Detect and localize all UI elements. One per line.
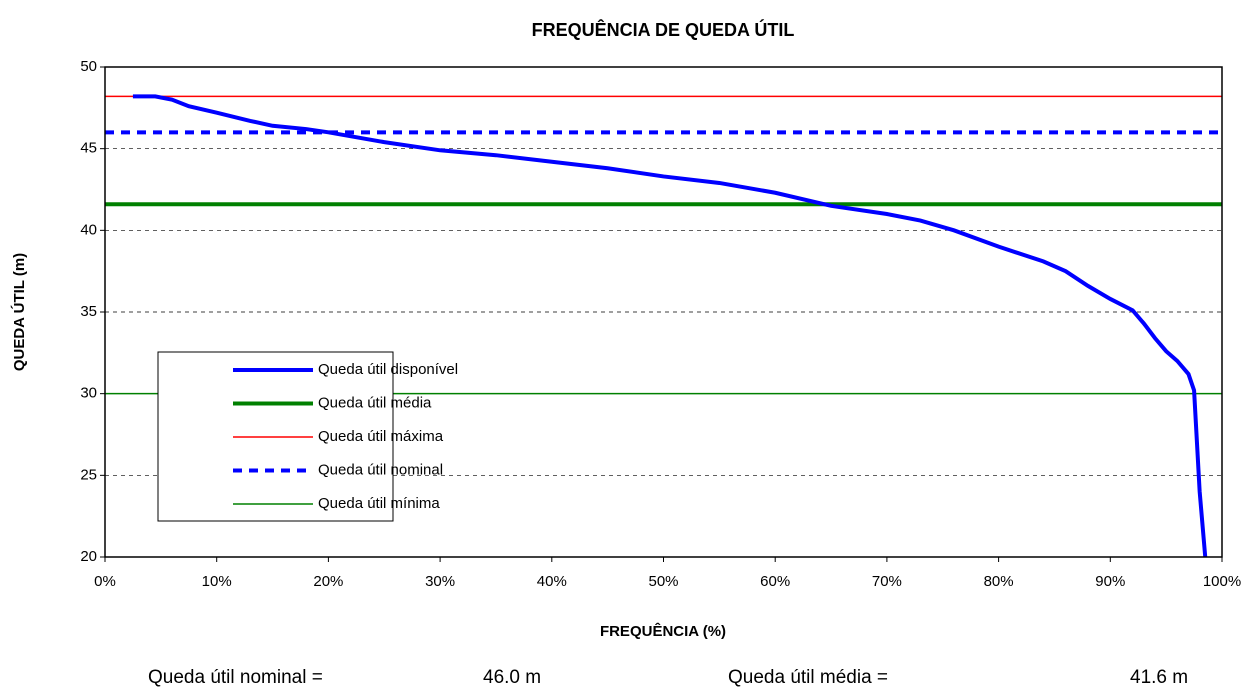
x-tick-label: 0%: [94, 573, 116, 590]
x-tick-label: 10%: [202, 573, 232, 590]
x-axis-label: FREQUÊNCIA (%): [600, 622, 726, 640]
y-tick-label: 50: [80, 58, 97, 75]
y-tick-label: 45: [80, 140, 97, 157]
x-tick-label: 60%: [760, 573, 790, 590]
legend-label: Queda útil média: [318, 394, 432, 411]
chart-title: FREQUÊNCIA DE QUEDA ÚTIL: [532, 19, 795, 40]
y-tick-label: 35: [80, 303, 97, 320]
x-tick-label: 100%: [1203, 573, 1241, 590]
footer-value: 46.0 m: [483, 667, 541, 688]
y-tick-label: 20: [80, 548, 97, 565]
x-tick-label: 50%: [648, 573, 678, 590]
x-tick-label: 20%: [313, 573, 343, 590]
x-tick-label: 70%: [872, 573, 902, 590]
y-tick-label: 30: [80, 385, 97, 402]
series-line: [132, 94, 1208, 558]
footer-label: Queda útil média =: [728, 667, 888, 688]
plot-border: [104, 66, 1223, 558]
legend-label: Queda útil nominal: [318, 461, 443, 478]
y-axis-label: QUEDA ÚTIL (m): [10, 253, 28, 371]
x-tick-label: 80%: [984, 573, 1014, 590]
x-tick-label: 90%: [1095, 573, 1125, 590]
footer-label: Queda útil nominal =: [148, 667, 323, 688]
y-tick-label: 25: [80, 466, 97, 483]
footer-value: 41.6 m: [1130, 667, 1188, 688]
legend-label: Queda útil mínima: [318, 495, 440, 512]
x-tick-label: 40%: [537, 573, 567, 590]
legend-label: Queda útil disponível: [318, 361, 458, 378]
legend-label: Queda útil máxima: [318, 428, 444, 445]
y-tick-label: 40: [80, 221, 97, 238]
x-tick-label: 30%: [425, 573, 455, 590]
